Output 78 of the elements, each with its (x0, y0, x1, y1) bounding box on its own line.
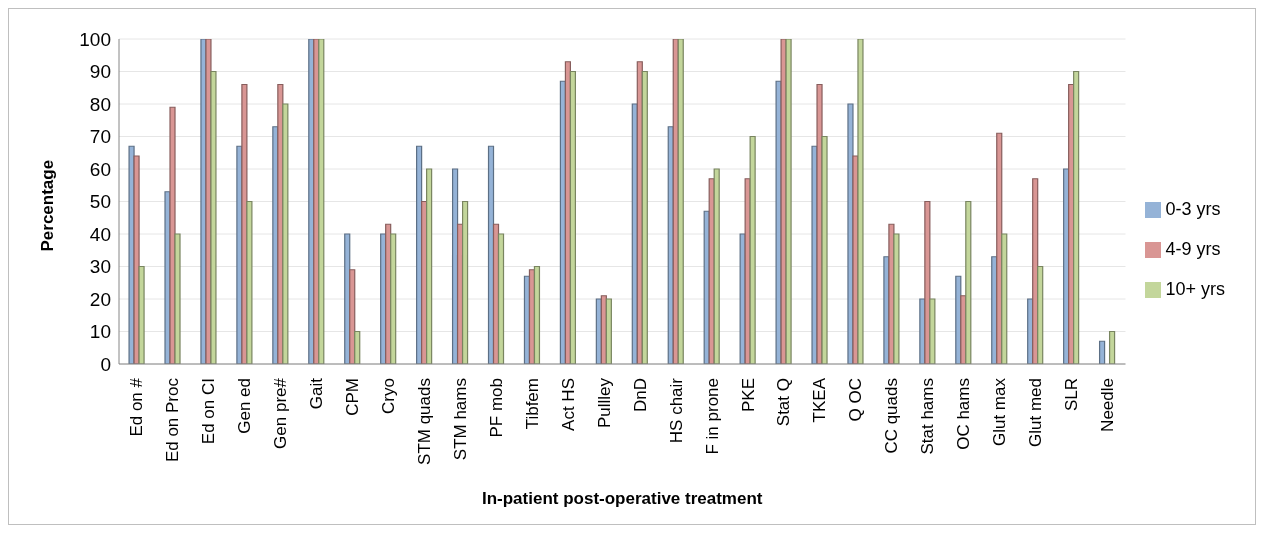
bar (924, 200, 931, 364)
bar (282, 103, 289, 364)
x-tick-label: STM quads (415, 378, 435, 465)
bar (857, 39, 864, 364)
x-tick-label: F in prone (702, 378, 722, 455)
bar (1073, 70, 1080, 364)
bar (641, 70, 648, 364)
x-tick-label: Gen ed (235, 378, 255, 434)
x-tick-label: PF mob (486, 378, 506, 438)
x-tick-label: Glut med (1026, 378, 1046, 447)
x-tick-label: Ed on CI (199, 378, 219, 445)
x-tick-label: Ed on Proc (163, 377, 183, 463)
y-tick-label: 30 (89, 256, 111, 278)
x-tick-label: Gait (307, 377, 327, 410)
y-tick-label: 90 (89, 61, 111, 83)
x-tick-label: PKE (738, 378, 758, 413)
x-axis-title: In-patient post-operative treatment (481, 489, 763, 508)
x-tick-label: Q OC (846, 378, 866, 422)
x-tick-label: CPM (343, 378, 363, 416)
x-tick-label: TKEA (810, 377, 830, 423)
x-tick-label: OC hams (954, 378, 974, 450)
x-tick-label: Act HS (558, 378, 578, 431)
bar (1037, 265, 1044, 364)
bar (318, 39, 325, 364)
x-tick-label: Stat hams (918, 378, 938, 455)
legend-label: 4-9 yrs (1165, 239, 1221, 259)
y-tick-label: 50 (89, 191, 111, 213)
bar (241, 83, 248, 364)
x-tick-label: SLR (1062, 378, 1082, 412)
x-tick-label: Ed on # (127, 377, 147, 437)
x-tick-label: Needle (1098, 378, 1117, 432)
legend-label: 0-3 yrs (1165, 199, 1221, 219)
bar (133, 155, 140, 364)
bar (349, 269, 356, 364)
y-tick-label: 40 (89, 223, 111, 245)
bar (749, 135, 756, 364)
x-tick-label: Cryo (379, 378, 399, 414)
bar (965, 200, 972, 364)
bar (1108, 330, 1116, 364)
bar (138, 265, 145, 364)
x-tick-label: STM hams (450, 378, 470, 461)
legend-label: 10+ yrs (1165, 279, 1225, 299)
x-tick-label: Gen pre# (271, 377, 291, 449)
y-tick-label: 20 (89, 288, 111, 310)
bar (713, 168, 720, 364)
y-tick-label: 60 (89, 158, 111, 180)
y-axis-title: Percentage (38, 159, 58, 252)
bar (210, 70, 217, 364)
bar (246, 200, 253, 364)
bar (497, 233, 505, 364)
bar (677, 39, 684, 364)
bar (174, 233, 181, 364)
bar (426, 168, 433, 364)
x-tick-label: Tibfem (522, 378, 542, 430)
y-tick-label: 10 (89, 321, 111, 343)
bar (929, 298, 936, 364)
bar (785, 39, 792, 364)
bar (461, 200, 469, 364)
x-tick-label: CC quads (882, 378, 902, 454)
x-tick-label: HS chair (666, 377, 686, 444)
y-tick-label: 70 (89, 126, 111, 148)
x-tick-label: DnD (630, 378, 650, 413)
bar (569, 70, 577, 364)
bar (821, 135, 828, 364)
y-tick-label: 80 (89, 93, 111, 115)
bar (533, 265, 541, 364)
bar (605, 298, 612, 364)
x-tick-label: Pullley (594, 377, 614, 429)
x-tick-label: Stat Q (774, 378, 794, 427)
bar (1001, 233, 1008, 364)
y-tick-label: 0 (100, 353, 111, 375)
bar (169, 106, 176, 364)
bar (390, 233, 397, 364)
y-tick-label: 100 (79, 28, 111, 50)
x-tick-label: Glut max (990, 377, 1010, 447)
bar (893, 233, 900, 364)
bar (1098, 340, 1106, 364)
bar (354, 330, 361, 364)
